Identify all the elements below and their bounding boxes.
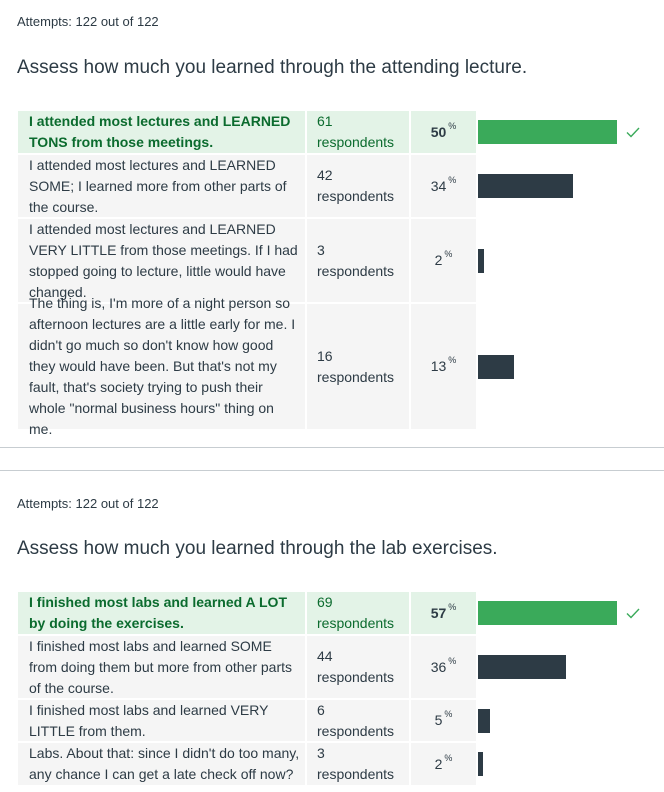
answer-bar <box>478 752 483 776</box>
answer-percent: 2% <box>411 219 476 302</box>
question-text: Assess how much you learned through the … <box>17 57 528 78</box>
answer-percent: 2% <box>411 743 476 785</box>
answer-results: I finished most labs and learned A LOT b… <box>18 592 664 787</box>
attempts-count: Attempts: 122 out of 122 <box>17 496 159 511</box>
answer-text: Labs. About that: since I didn't do too … <box>18 743 305 785</box>
answer-bar-track <box>476 155 664 217</box>
answer-bar <box>478 174 573 198</box>
respondent-count: 42 respondents <box>307 155 409 217</box>
answer-percent: 50% <box>411 111 476 153</box>
answer-text: I finished most labs and learned SOME fr… <box>18 636 305 698</box>
answer-row: I attended most lectures and LEARNED TON… <box>18 111 664 153</box>
respondent-count: 16 respondents <box>307 304 409 429</box>
answer-row: The thing is, I'm more of a night person… <box>18 295 664 437</box>
answer-text: The thing is, I'm more of a night person… <box>18 295 305 437</box>
answer-row: Labs. About that: since I didn't do too … <box>18 743 664 785</box>
answer-percent: 13% <box>411 304 476 429</box>
answer-text: I finished most labs and learned VERY LI… <box>18 700 305 741</box>
answer-row: I attended most lectures and LEARNED SOM… <box>18 155 664 217</box>
answer-row: I finished most labs and learned A LOT b… <box>18 592 664 634</box>
divider <box>0 447 664 448</box>
question-text: Assess how much you learned through the … <box>17 538 498 559</box>
answer-bar-track <box>476 304 664 429</box>
answer-bar-track <box>476 592 664 634</box>
answer-bar <box>478 248 484 273</box>
respondent-count: 3 respondents <box>307 743 409 785</box>
answer-bar-track <box>476 743 664 785</box>
answer-text: I attended most lectures and LEARNED SOM… <box>18 155 305 217</box>
answer-bar <box>478 655 566 679</box>
answer-bar <box>478 120 617 144</box>
respondent-count: 69 respondents <box>307 592 409 634</box>
respondent-count: 61 respondents <box>307 111 409 153</box>
answer-row: I attended most lectures and LEARNED VER… <box>18 219 664 302</box>
answer-bar <box>478 708 490 733</box>
respondent-count: 3 respondents <box>307 219 409 302</box>
answer-bar-track <box>476 111 664 153</box>
answer-text: I attended most lectures and LEARNED VER… <box>18 219 305 302</box>
respondent-count: 6 respondents <box>307 700 409 741</box>
answer-bar-track <box>476 219 664 302</box>
divider <box>0 470 664 471</box>
answer-text: I attended most lectures and LEARNED TON… <box>18 111 305 153</box>
attempts-count: Attempts: 122 out of 122 <box>17 14 159 29</box>
answer-bar-track <box>476 700 664 741</box>
answer-bar <box>478 354 514 379</box>
answer-percent: 36% <box>411 636 476 698</box>
answer-bar-track <box>476 636 664 698</box>
respondent-count: 44 respondents <box>307 636 409 698</box>
answer-row: I finished most labs and learned VERY LI… <box>18 700 664 741</box>
answer-row: I finished most labs and learned SOME fr… <box>18 636 664 698</box>
answer-percent: 57% <box>411 592 476 634</box>
answer-bar <box>478 601 617 625</box>
check-icon <box>626 608 640 619</box>
answer-percent: 34% <box>411 155 476 217</box>
answer-percent: 5% <box>411 700 476 741</box>
check-icon <box>626 127 640 138</box>
answer-results: I attended most lectures and LEARNED TON… <box>18 111 664 437</box>
answer-text: I finished most labs and learned A LOT b… <box>18 592 305 634</box>
